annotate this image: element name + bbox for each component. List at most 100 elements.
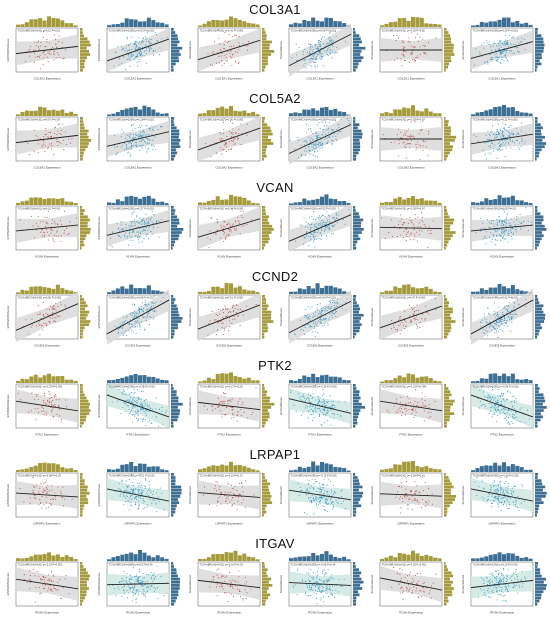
scatter-point (316, 309, 318, 312)
scatter-point (46, 38, 48, 40)
scatter-point (328, 215, 330, 217)
scatter-point (31, 324, 33, 326)
hist-right-bar (262, 31, 266, 34)
scatter-point (504, 50, 506, 52)
scatter-point (415, 310, 417, 312)
scatter-point (211, 409, 213, 411)
scatter-point (247, 49, 249, 51)
hist-right-bar (262, 56, 269, 60)
hist-top-bar (393, 286, 398, 294)
hist-top-bar (33, 374, 38, 383)
scatter-panel: TCGA-BRCA(N=1095) ρ=-0.21 P<0.001LRPAP1 … (97, 461, 182, 526)
scatter-point (336, 46, 338, 48)
scatter-point (123, 142, 125, 144)
scatter-point (136, 235, 138, 237)
hist-top-bar (160, 113, 165, 116)
hist-top-bar (255, 24, 260, 27)
scatter-point (511, 400, 513, 402)
scatter-point (401, 41, 403, 43)
scatter-point (245, 480, 247, 482)
scatter-point (505, 399, 508, 401)
scatter-point (397, 319, 400, 321)
scatter-point (400, 396, 402, 398)
stat-label: TCGA-BRCA(N=191) ρ=0.36 P<0.001 (200, 118, 244, 122)
y-axis-label: StromalScore (188, 130, 192, 149)
scatter-point (319, 318, 321, 320)
hist-right-bar (353, 43, 360, 47)
scatter-point (314, 43, 316, 45)
scatter-point (473, 64, 475, 66)
scatter-point (330, 424, 332, 426)
scatter-point (414, 400, 416, 402)
scatter-point (63, 232, 65, 234)
hist-top-bar (384, 112, 389, 116)
scatter-point (412, 307, 414, 309)
scatter-point (253, 494, 255, 496)
scatter-point (495, 323, 497, 325)
scatter-point (513, 133, 515, 135)
scatter-point (300, 144, 302, 146)
hist-right-bar (353, 154, 357, 158)
scatter-point (228, 400, 230, 402)
scatter-point (486, 219, 488, 221)
scatter-point (320, 222, 322, 224)
scatter-point (503, 224, 505, 226)
scatter-point (320, 38, 322, 40)
hist-top-bar (151, 466, 156, 472)
hist-right-bar (535, 243, 539, 247)
hist-top-bar (211, 199, 216, 205)
scatter-point (130, 221, 132, 223)
scatter-point (335, 311, 337, 313)
hist-top-bar (33, 286, 38, 294)
scatter-point (405, 240, 407, 242)
hist-right-bar (262, 224, 273, 228)
hist-top-bar (342, 112, 347, 116)
scatter-point (337, 133, 339, 135)
scatter-point (133, 137, 135, 139)
scatter-point (318, 122, 320, 124)
scatter-point (483, 313, 485, 315)
scatter-point (484, 61, 486, 63)
scatter-point (140, 409, 142, 411)
scatter-point (143, 221, 145, 223)
hist-right-bar (535, 43, 545, 47)
scatter-point (514, 313, 516, 315)
scatter-point (121, 228, 123, 230)
hist-right-bar (171, 402, 183, 406)
hist-top-bar (64, 23, 69, 27)
scatter-point (313, 231, 315, 234)
scatter-point (310, 324, 312, 326)
scatter-point (308, 59, 310, 61)
scatter-point (515, 140, 518, 142)
hist-right-bar (80, 148, 86, 152)
hist-right-bar (171, 31, 176, 34)
scatter-point (232, 497, 234, 499)
scatter-point (41, 146, 43, 148)
scatter-point (421, 392, 423, 394)
hist-right-bar (262, 412, 270, 416)
hist-top-bar (133, 106, 138, 116)
scatter-point (314, 53, 316, 55)
scatter-point (152, 144, 154, 146)
scatter-point (517, 133, 519, 135)
scatter-point (482, 332, 484, 334)
scatter-point (219, 320, 221, 323)
scatter-point (146, 223, 148, 225)
scatter-point (318, 51, 320, 53)
scatter-point (484, 396, 486, 398)
hist-right-bar (171, 212, 175, 216)
hist-top-bar (38, 286, 43, 294)
scatter-point (512, 406, 514, 408)
scatter-point (228, 33, 230, 35)
scatter-point (134, 315, 136, 318)
scatter-point (324, 228, 326, 230)
scatter-point (217, 28, 219, 31)
hist-right-bar (80, 218, 90, 222)
scatter-point (505, 57, 507, 59)
hist-top-bar (111, 113, 116, 116)
scatter-point (515, 219, 518, 221)
hist-top-bar (424, 200, 429, 205)
hist-right-bar (80, 406, 89, 409)
scatter-point (498, 306, 500, 308)
